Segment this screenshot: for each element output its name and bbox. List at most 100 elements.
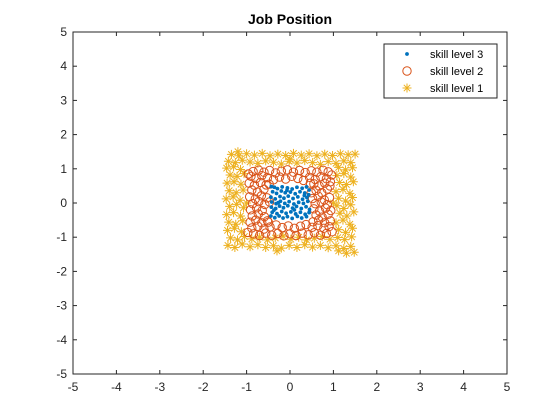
data-point (237, 155, 247, 165)
data-point (286, 234, 296, 244)
y-tick-label: -2 (56, 264, 67, 278)
data-point (261, 156, 271, 166)
data-point (231, 219, 241, 229)
data-point (345, 188, 355, 198)
data-point (254, 230, 265, 241)
data-point (347, 223, 357, 233)
data-point (239, 203, 249, 213)
data-point (270, 189, 275, 194)
data-point (279, 189, 284, 193)
data-point (294, 232, 304, 242)
data-point (245, 205, 256, 215)
x-tick-label: -4 (111, 380, 122, 394)
data-point (264, 179, 274, 189)
data-point (323, 243, 333, 253)
data-point (235, 195, 245, 205)
legend-entries: skill level 3 skill level 2 skill level 1 (402, 49, 483, 95)
data-point (317, 212, 327, 222)
data-point (232, 235, 242, 245)
y-tick-label: -5 (56, 367, 67, 381)
legend-marker (402, 66, 412, 76)
data-point (257, 170, 267, 181)
data-point (324, 192, 335, 203)
data-point (323, 157, 333, 167)
data-point (272, 185, 277, 190)
data-point (245, 157, 255, 167)
x-tick-label: 2 (373, 380, 380, 394)
data-point (229, 162, 239, 172)
data-point (328, 198, 338, 208)
data-point (285, 229, 295, 239)
data-point (292, 202, 296, 206)
data-point (278, 194, 282, 199)
data-point (225, 201, 235, 211)
data-point (338, 215, 348, 225)
data-point (260, 199, 270, 210)
data-point (319, 195, 329, 205)
data-point (281, 150, 291, 160)
data-point (221, 194, 231, 204)
data-point (269, 157, 279, 167)
data-point (244, 178, 254, 188)
data-point (279, 209, 284, 214)
data-point (307, 207, 312, 212)
data-point (253, 240, 263, 250)
data-point (223, 156, 233, 166)
data-point (234, 151, 244, 161)
data-point (309, 233, 319, 243)
data-point (237, 239, 247, 249)
data-point (277, 204, 282, 208)
data-point (286, 194, 291, 199)
data-point (304, 214, 309, 219)
data-point (346, 200, 356, 210)
data-point (320, 203, 331, 213)
data-point (339, 243, 349, 253)
data-point (341, 248, 351, 258)
data-point (299, 216, 304, 220)
data-point (342, 211, 352, 221)
data-point (253, 221, 263, 231)
data-point (347, 232, 357, 242)
data-point (269, 195, 273, 200)
data-point (228, 192, 238, 202)
x-tick-label: 1 (330, 380, 337, 394)
data-point (296, 150, 306, 160)
data-point (285, 214, 290, 219)
data-point (349, 247, 359, 257)
data-point (287, 171, 297, 182)
data-point (247, 234, 257, 244)
data-point (308, 242, 318, 252)
data-point (294, 204, 299, 209)
data-point (300, 156, 310, 166)
data-point (327, 227, 337, 237)
data-point (331, 218, 341, 228)
data-point (229, 208, 239, 218)
data-point (295, 185, 299, 190)
data-point (264, 165, 275, 176)
data-point (288, 167, 299, 177)
data-point (257, 148, 267, 158)
data-point (245, 242, 255, 252)
data-point (301, 219, 311, 230)
series-circle (243, 165, 337, 241)
data-point (341, 196, 351, 206)
data-point (335, 208, 345, 218)
data-point (292, 207, 297, 212)
data-point (315, 230, 326, 240)
data-point (254, 165, 264, 175)
y-tick-label: -3 (56, 299, 67, 313)
data-point (225, 170, 235, 180)
data-point (341, 180, 351, 190)
data-point (333, 233, 343, 243)
data-point (282, 201, 287, 206)
data-point (288, 209, 293, 214)
data-point (279, 231, 289, 241)
data-point (292, 242, 302, 252)
x-tick-label: 4 (460, 380, 467, 394)
data-point (277, 214, 282, 218)
data-point (303, 230, 313, 240)
data-point (275, 186, 280, 191)
data-point (223, 240, 233, 250)
data-point (324, 221, 334, 232)
y-tick-label: 4 (60, 59, 67, 73)
